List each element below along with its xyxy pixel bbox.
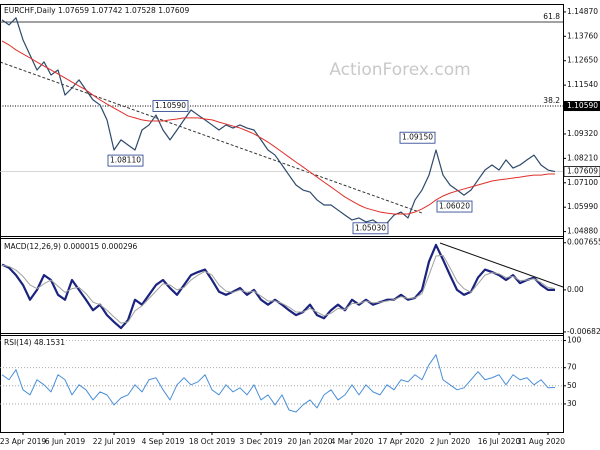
series-line [1, 254, 556, 324]
y-tick-label: 1.05990 [567, 202, 598, 211]
y-tick-label: 1.14870 [567, 7, 598, 16]
y-tick-label: 1.07100 [567, 178, 598, 187]
annotation-box [152, 100, 189, 112]
x-tick-label: 2 Jun 2020 [430, 437, 471, 446]
annotation-label: 1.10590 [155, 101, 186, 110]
panel-title-bg [3, 338, 67, 347]
watermark: ActionForex.com [329, 60, 470, 80]
y-tick-label: 0.00 [567, 285, 584, 294]
x-tick-label: 20 Jan 2020 [288, 437, 333, 446]
x-tick-label: 16 Jul 2020 [478, 437, 521, 446]
y-tick-label: -0.006822 [567, 327, 600, 336]
x-tick-label: 22 Jul 2019 [93, 437, 136, 446]
price-label: 1.10590 [567, 101, 598, 110]
y-tick-label: 70 [567, 363, 577, 372]
y-tick-label: 30 [567, 399, 577, 408]
x-tick-label: 4 Mar 2020 [331, 437, 374, 446]
panel-title-bg [3, 6, 191, 15]
panel-title: RSI(14) 48.1531 [4, 338, 65, 347]
macd-trend-line [439, 242, 564, 288]
x-tick-label: 23 Apr 2019 [0, 437, 46, 446]
fib-level-label: 61.8 [543, 12, 560, 21]
series-line [1, 354, 556, 413]
annotation-box [352, 222, 389, 235]
x-tick-label: 18 Oct 2019 [189, 437, 236, 446]
y-tick-label: 1.11540 [567, 80, 598, 89]
x-tick-label: 6 Jun 2019 [45, 437, 86, 446]
fib-level-label: 38.2 [543, 96, 560, 105]
annotation-label: 1.05030 [355, 223, 386, 232]
y-tick-label: 1.09320 [567, 129, 598, 138]
series-line [1, 40, 555, 215]
x-tick-label: 3 Dec 2019 [239, 437, 282, 446]
price-label-box [564, 101, 600, 112]
y-tick-label: 1.08210 [567, 153, 598, 162]
y-tick-label: 1.04880 [567, 227, 598, 236]
y-tick-label: 100 [567, 336, 582, 345]
annotation-box [399, 131, 436, 144]
x-tick-label: 31 Aug 2020 [517, 437, 565, 446]
series-line [1, 17, 556, 226]
y-tick-label: 1.13760 [567, 31, 598, 40]
annotation-label: 1.06020 [439, 202, 470, 211]
panel-title: MACD(12,26,9) 0.000015 0.000296 [4, 242, 138, 251]
annotation-box [436, 200, 473, 213]
annotation-label: 1.08110 [110, 156, 141, 165]
annotation-box [107, 154, 144, 167]
annotation-label: 1.09150 [402, 133, 433, 142]
y-tick-label: 50 [567, 381, 577, 390]
y-tick-label: 0.007655 [567, 238, 600, 247]
x-tick-label: 17 Apr 2020 [378, 437, 425, 446]
x-tick-label: 4 Sep 2019 [142, 437, 185, 446]
last-price-label: 1.07609 [567, 167, 598, 176]
y-tick-label: 1.12650 [567, 56, 598, 65]
panel-title: EURCHF,Daily 1.07659 1.07742 1.07528 1.0… [4, 6, 189, 15]
last-price-box [563, 166, 600, 177]
panel-title-bg [3, 242, 139, 251]
